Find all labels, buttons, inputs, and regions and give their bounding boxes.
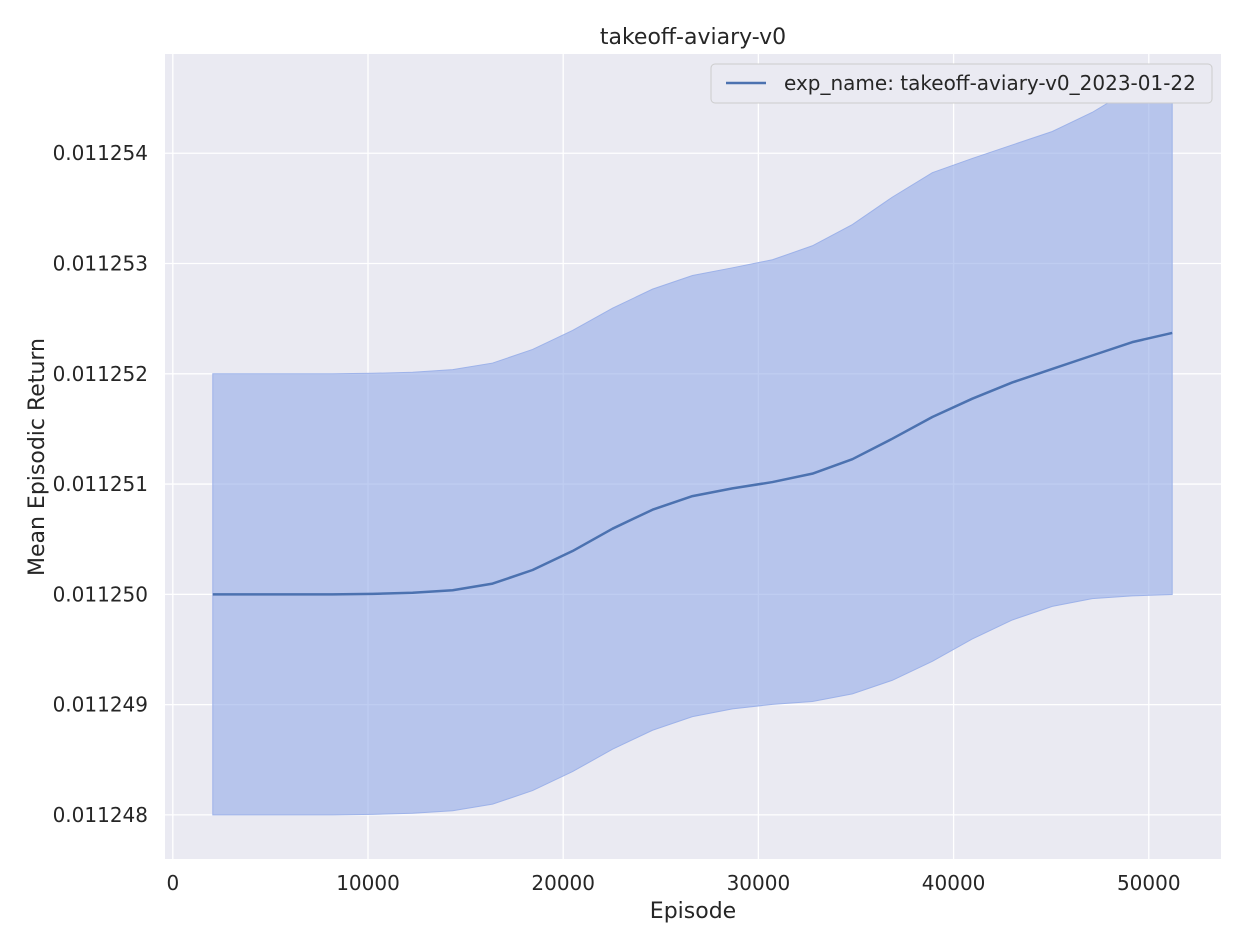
chart-title: takeoff-aviary-v0 <box>600 25 786 50</box>
y-tick-label: 0.011248 <box>53 803 148 827</box>
y-axis-title: Mean Episodic Return <box>25 338 50 576</box>
series-line-0 <box>212 331 1173 596</box>
y-tick-label: 0.011251 <box>53 472 148 496</box>
y-axis-tick-labels: 0.011248 0.011249 0.011250 0.011251 0.011252… <box>53 141 148 827</box>
x-tick-label: 50000 <box>1117 871 1181 895</box>
y-tick-label: 0.011253 <box>53 252 148 276</box>
confidence-band-area <box>212 70 1173 816</box>
legend-box <box>710 63 1213 104</box>
y-tick-label: 0.011250 <box>53 582 148 606</box>
series-lines <box>212 331 1173 596</box>
y-tick-label: 0.011249 <box>53 693 148 717</box>
x-axis-title: Episode <box>650 899 736 924</box>
x-tick-label: 20000 <box>531 871 595 895</box>
x-tick-label: 40000 <box>922 871 986 895</box>
legend: exp_name: takeoff-aviary-v0_2023-01-22 <box>710 63 1213 104</box>
y-tick-label: 0.011254 <box>53 141 148 165</box>
x-tick-label: 30000 <box>727 871 791 895</box>
x-axis-tick-labels: 0 10000 20000 30000 40000 50000 <box>166 871 1180 895</box>
x-tick-label: 10000 <box>336 871 400 895</box>
confidence-band <box>212 70 1173 816</box>
x-tick-label: 0 <box>166 871 179 895</box>
y-tick-label: 0.011252 <box>53 362 148 386</box>
legend-label: exp_name: takeoff-aviary-v0_2023-01-22 <box>784 71 1196 95</box>
